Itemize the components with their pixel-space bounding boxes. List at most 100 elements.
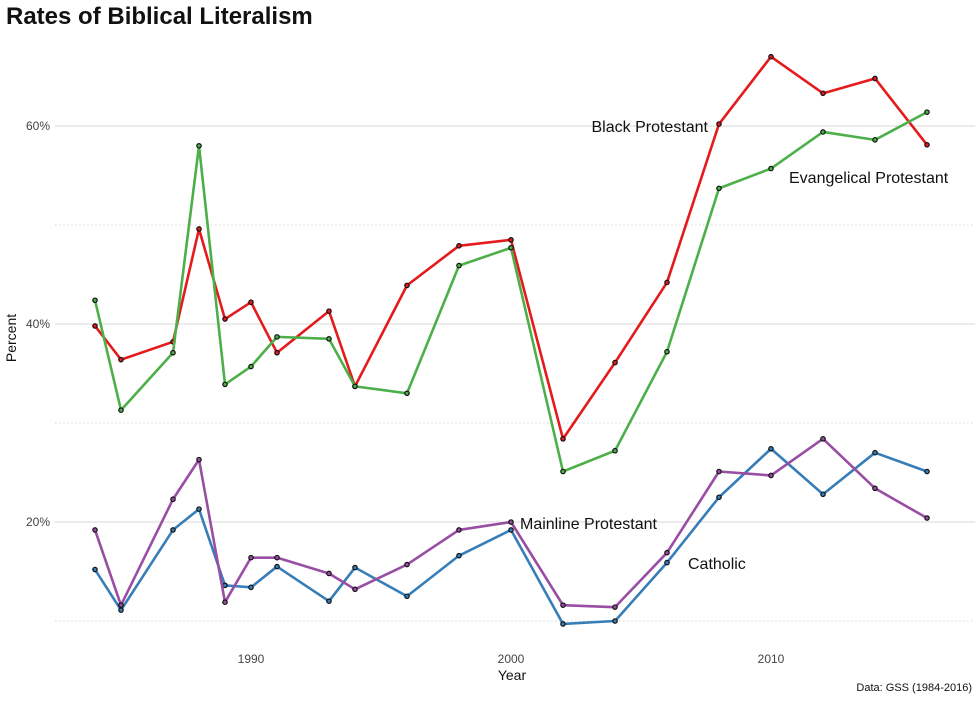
series-label: Evangelical Protestant xyxy=(789,170,949,187)
y-tick-label: 40% xyxy=(26,317,50,331)
data-point xyxy=(326,570,332,577)
data-point xyxy=(274,554,280,561)
data-point xyxy=(92,527,98,533)
data-point xyxy=(118,356,124,363)
series-mainline-protestant xyxy=(92,436,930,610)
data-point xyxy=(118,602,124,608)
data-point xyxy=(274,334,280,340)
x-axis-label: Year xyxy=(498,667,527,683)
x-tick-label: 2000 xyxy=(498,652,525,666)
data-point xyxy=(326,598,332,605)
series-labels: Black Protestant Evangelical Protestant Ca… xyxy=(520,119,949,573)
data-point xyxy=(872,485,878,492)
x-tick-label: 2010 xyxy=(758,652,785,666)
data-point xyxy=(872,75,878,82)
data-point xyxy=(664,559,670,566)
data-point xyxy=(248,299,254,306)
data-point xyxy=(170,349,176,356)
series-label: Black Protestant xyxy=(592,119,709,136)
data-point xyxy=(664,348,670,355)
caption: Data: GSS (1984-2016) xyxy=(856,682,972,694)
data-point xyxy=(560,468,566,475)
data-point xyxy=(404,593,410,600)
data-point xyxy=(456,527,462,533)
data-point xyxy=(196,456,202,463)
data-point xyxy=(612,618,618,624)
series-line xyxy=(93,447,928,626)
data-point xyxy=(924,515,930,521)
data-point xyxy=(612,359,618,366)
data-point xyxy=(924,142,930,148)
data-point xyxy=(820,90,826,97)
series-line xyxy=(93,437,928,609)
data-point xyxy=(768,472,774,479)
series-black-protestant xyxy=(92,53,930,442)
data-point xyxy=(820,491,826,498)
data-point xyxy=(352,383,358,390)
data-point xyxy=(196,143,202,149)
data-point xyxy=(274,563,280,570)
data-point xyxy=(326,336,332,342)
data-point xyxy=(456,552,462,559)
chart-title: Rates of Biblical Literalism xyxy=(6,3,313,30)
data-point xyxy=(664,279,670,286)
data-point xyxy=(404,390,410,397)
data-point xyxy=(326,308,332,314)
series-line xyxy=(93,110,928,473)
data-point xyxy=(716,185,722,192)
data-point xyxy=(820,436,826,442)
data-point xyxy=(92,323,98,329)
series-catholic xyxy=(92,445,930,627)
data-point xyxy=(196,506,202,512)
data-point xyxy=(768,445,774,452)
data-point xyxy=(716,468,722,475)
data-point xyxy=(248,584,254,591)
series-line xyxy=(93,55,929,441)
data-point xyxy=(170,527,176,533)
data-point xyxy=(170,496,176,503)
series-lines xyxy=(92,53,930,627)
data-point xyxy=(508,527,514,533)
data-point xyxy=(196,226,202,232)
data-point xyxy=(716,121,722,127)
data-point xyxy=(768,53,774,60)
data-point xyxy=(248,554,254,561)
data-point xyxy=(560,602,566,608)
data-point xyxy=(560,621,566,627)
data-point xyxy=(352,564,358,571)
data-point xyxy=(118,407,124,413)
data-point xyxy=(924,109,930,115)
y-axis-ticks: 20% 40% 60% xyxy=(26,119,50,529)
data-point xyxy=(872,137,878,143)
data-point xyxy=(222,381,228,388)
data-point xyxy=(248,363,254,370)
data-point xyxy=(274,349,280,356)
data-point xyxy=(664,549,670,556)
data-point xyxy=(222,599,228,605)
series-evangelical-protestant xyxy=(92,109,930,475)
data-point xyxy=(92,297,98,304)
series-label: Catholic xyxy=(688,556,746,573)
data-point xyxy=(612,604,618,610)
data-point xyxy=(924,468,930,475)
data-point xyxy=(456,262,462,269)
data-point xyxy=(456,242,462,249)
data-point xyxy=(222,316,228,322)
data-point xyxy=(820,129,826,135)
data-point xyxy=(768,165,774,172)
data-point xyxy=(404,282,410,289)
data-point xyxy=(118,607,124,613)
y-axis-label: Percent xyxy=(3,314,19,362)
x-tick-label: 1990 xyxy=(238,652,265,666)
data-point xyxy=(508,244,514,251)
y-tick-label: 20% xyxy=(26,515,50,529)
data-point xyxy=(612,447,618,454)
data-point xyxy=(872,449,878,456)
data-point xyxy=(92,566,98,573)
data-point xyxy=(352,586,358,593)
y-tick-label: 60% xyxy=(26,119,50,133)
data-point xyxy=(508,519,514,525)
gridlines xyxy=(55,125,975,622)
data-point xyxy=(560,436,566,442)
